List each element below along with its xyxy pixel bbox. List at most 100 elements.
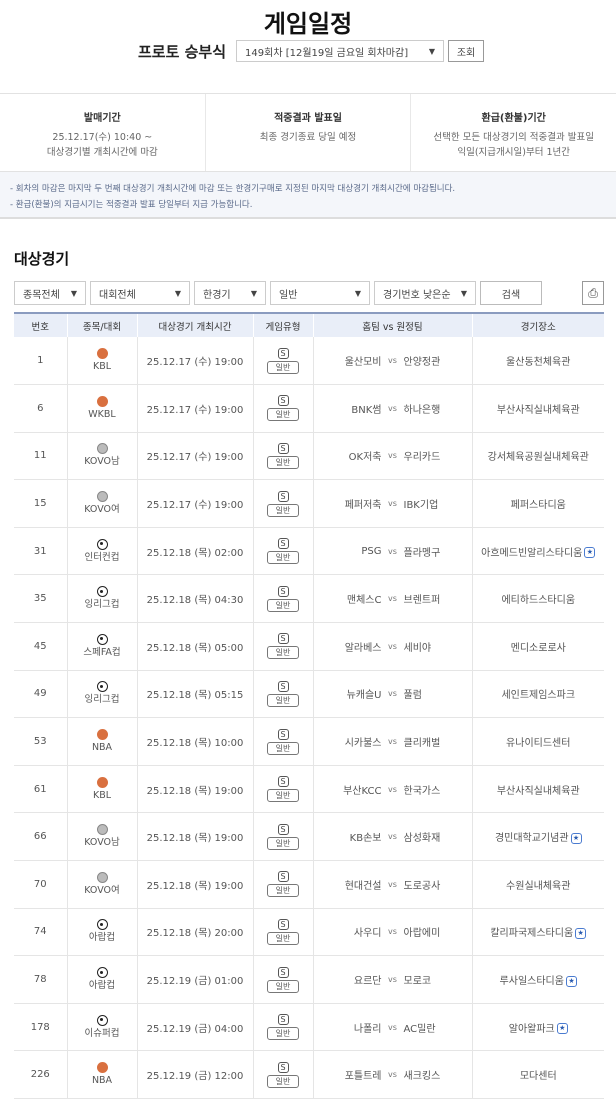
home-team[interactable]: KB손보 bbox=[349, 833, 382, 845]
note: - 환급(환불)의 지급시기는 적중결과 발표 당일부터 지급 가능합니다. bbox=[10, 200, 253, 210]
table-row[interactable]: 66 KOVO남 25.12.18 (목) 19:00 S 일반 KB손보 vs 삼성… bbox=[14, 812, 604, 862]
home-team[interactable]: 현대건설 bbox=[344, 880, 382, 892]
vs-label: vs bbox=[388, 784, 397, 794]
match-time: 25.12.17 (수) 19:00 bbox=[136, 337, 253, 386]
league-filter[interactable]: 대회전체 ▼ bbox=[90, 281, 190, 305]
away-team[interactable]: IBK기업 bbox=[403, 500, 439, 512]
soccer-icon bbox=[96, 1014, 108, 1026]
header-type: 게임유형 bbox=[252, 312, 313, 337]
match-time: 25.12.18 (목) 05:00 bbox=[136, 622, 253, 671]
info-panel: 발매기간 25.12.17(수) 10:40 ~ 대상경기별 개최시간에 마감 적중… bbox=[0, 93, 616, 171]
home-team[interactable]: 사우디 bbox=[353, 928, 382, 940]
home-team[interactable]: 뉴캐슬U bbox=[346, 690, 382, 702]
sport-cell: KOVO여 bbox=[66, 860, 137, 909]
game-type: S 일반 bbox=[252, 908, 313, 957]
home-team[interactable]: 울산모비 bbox=[344, 357, 382, 369]
away-team[interactable]: 플라멩구 bbox=[403, 547, 441, 559]
table-row[interactable]: 178 이슈퍼컵 25.12.19 (금) 04:00 S 일반 나폴리 vs AC밀… bbox=[14, 1003, 604, 1052]
header-time: 대상경기 개최시간 bbox=[136, 312, 253, 337]
match-time: 25.12.19 (금) 12:00 bbox=[136, 1050, 253, 1099]
venue-cell: 부산사직실내체육관 bbox=[471, 384, 604, 433]
away-team[interactable]: 세비야 bbox=[403, 642, 432, 654]
away-team[interactable]: AC밀란 bbox=[403, 1023, 436, 1035]
away-team[interactable]: 도로공사 bbox=[403, 880, 441, 892]
table-row[interactable]: 70 KOVO여 25.12.18 (목) 19:00 S 일반 현대건설 vs 도로… bbox=[14, 860, 604, 909]
sport-filter[interactable]: 종목전체 ▼ bbox=[14, 281, 86, 305]
search-button[interactable]: 검색 bbox=[480, 281, 542, 305]
star-badge-icon[interactable]: ★ bbox=[575, 927, 587, 939]
game-type: S 일반 bbox=[252, 955, 313, 1004]
table-row[interactable]: 35 잉리그컵 25.12.18 (목) 04:30 S 일반 맨체스C vs 브렌트… bbox=[14, 574, 604, 624]
away-team[interactable]: 모로코 bbox=[403, 976, 432, 988]
star-badge-icon[interactable]: ★ bbox=[584, 547, 596, 559]
round-select[interactable]: 149회차 [12월19일 금요일 회차마감] ▼ bbox=[236, 40, 445, 62]
sport-cell: 스페FA컵 bbox=[66, 622, 137, 671]
table-row[interactable]: 31 인터컨컵 25.12.18 (목) 02:00 S 일반 PSG vs 플라멩구… bbox=[14, 527, 604, 576]
single-match-icon: S bbox=[277, 966, 289, 978]
vs-label: vs bbox=[388, 737, 397, 747]
table-row[interactable]: 226 NBA 25.12.19 (금) 12:00 S 일반 포틀트레 vs 새크킹… bbox=[14, 1050, 604, 1099]
note: - 회차의 마감은 마지막 두 번째 대상경기 개최시간에 마감 또는 한경기구… bbox=[10, 184, 456, 194]
away-team[interactable]: 삼성화재 bbox=[403, 833, 441, 845]
home-team[interactable]: 부산KCC bbox=[343, 785, 382, 797]
vs-label: vs bbox=[388, 546, 397, 556]
teams-cell: 페퍼저축 vs IBK기업 bbox=[312, 479, 472, 528]
home-team[interactable]: BNK썸 bbox=[351, 404, 382, 416]
league: NBA bbox=[91, 1075, 113, 1087]
type-filter[interactable]: 일반 ▼ bbox=[270, 281, 370, 305]
match-time: 25.12.18 (목) 02:00 bbox=[136, 527, 253, 576]
away-team[interactable]: 한국가스 bbox=[403, 785, 441, 797]
away-team[interactable]: 새크킹스 bbox=[403, 1071, 441, 1083]
away-team[interactable]: 안양정관 bbox=[403, 357, 441, 369]
table-row[interactable]: 74 아랍컵 25.12.18 (목) 20:00 S 일반 사우디 vs 아랍에미 … bbox=[14, 908, 604, 957]
volleyball-icon bbox=[96, 824, 108, 836]
match-filter[interactable]: 한경기 ▼ bbox=[194, 281, 266, 305]
match-no: 178 bbox=[14, 1003, 67, 1052]
table-row[interactable]: 61 KBL 25.12.18 (목) 19:00 S 일반 부산KCC vs 한국가… bbox=[14, 765, 604, 814]
venue-cell: 아흐메드빈알리스타디움 ★ bbox=[471, 527, 604, 576]
table-row[interactable]: 6 WKBL 25.12.17 (수) 19:00 S 일반 BNK썸 vs 하나은행… bbox=[14, 384, 604, 433]
sport-cell: 이슈퍼컵 bbox=[66, 1003, 137, 1052]
star-badge-icon[interactable]: ★ bbox=[570, 832, 582, 844]
table-row[interactable]: 49 잉리그컵 25.12.18 (목) 05:15 S 일반 뉴캐슬U vs 풀럼 … bbox=[14, 670, 604, 719]
single-match-icon: S bbox=[277, 585, 289, 597]
home-team[interactable]: 시카불스 bbox=[344, 738, 382, 750]
sort-filter-value: 경기번호 낮은순 bbox=[383, 289, 451, 301]
query-button[interactable]: 조회 bbox=[448, 40, 485, 62]
star-badge-icon[interactable]: ★ bbox=[556, 1023, 568, 1035]
home-team[interactable]: 요르단 bbox=[353, 976, 382, 988]
chevron-down-icon: ▼ bbox=[428, 46, 436, 56]
section-title: 대상경기 bbox=[14, 250, 70, 268]
basketball-icon bbox=[96, 1062, 108, 1074]
away-team[interactable]: 우리카드 bbox=[403, 452, 441, 464]
home-team[interactable]: PSG bbox=[361, 545, 382, 557]
away-team[interactable]: 아랍에미 bbox=[403, 928, 441, 940]
home-team[interactable]: 나폴리 bbox=[353, 1023, 382, 1035]
away-team[interactable]: 하나은행 bbox=[403, 404, 441, 416]
game-type: S 일반 bbox=[252, 812, 313, 862]
table-row[interactable]: 1 KBL 25.12.17 (수) 19:00 S 일반 울산모비 vs 안양정관 … bbox=[14, 337, 604, 386]
away-team[interactable]: 브렌트퍼 bbox=[403, 595, 441, 607]
table-row[interactable]: 53 NBA 25.12.18 (목) 10:00 S 일반 시카불스 vs 클리캐벌… bbox=[14, 717, 604, 766]
league: 인터컨컵 bbox=[84, 551, 120, 563]
league: 아랍컵 bbox=[88, 932, 116, 944]
venue: 멘디소로로사 bbox=[510, 642, 566, 654]
table-row[interactable]: 11 KOVO남 25.12.17 (수) 19:00 S 일반 OK저축 vs 우리… bbox=[14, 432, 604, 481]
soccer-icon bbox=[96, 633, 108, 645]
home-team[interactable]: 페퍼저축 bbox=[344, 500, 382, 512]
away-team[interactable]: 풀럼 bbox=[403, 690, 422, 702]
home-team[interactable]: OK저축 bbox=[348, 452, 382, 464]
away-team[interactable]: 클리캐벌 bbox=[403, 738, 441, 750]
volleyball-icon bbox=[96, 871, 108, 883]
home-team[interactable]: 포틀트레 bbox=[344, 1071, 382, 1083]
table-row[interactable]: 45 스페FA컵 25.12.18 (목) 05:00 S 일반 알라베스 vs 세비… bbox=[14, 622, 604, 671]
sort-filter[interactable]: 경기번호 낮은순 ▼ bbox=[374, 281, 476, 305]
table-row[interactable]: 78 아랍컵 25.12.19 (금) 01:00 S 일반 요르단 vs 모로코 루… bbox=[14, 955, 604, 1004]
match-no: 31 bbox=[14, 527, 67, 576]
star-badge-icon[interactable]: ★ bbox=[565, 975, 577, 987]
home-team[interactable]: 맨체스C bbox=[346, 595, 382, 607]
printer-icon[interactable]: ⎙ bbox=[582, 281, 604, 305]
game-type-label: 일반 bbox=[266, 360, 300, 374]
table-row[interactable]: 15 KOVO여 25.12.17 (수) 19:00 S 일반 페퍼저축 vs IB… bbox=[14, 479, 604, 528]
home-team[interactable]: 알라베스 bbox=[344, 642, 382, 654]
